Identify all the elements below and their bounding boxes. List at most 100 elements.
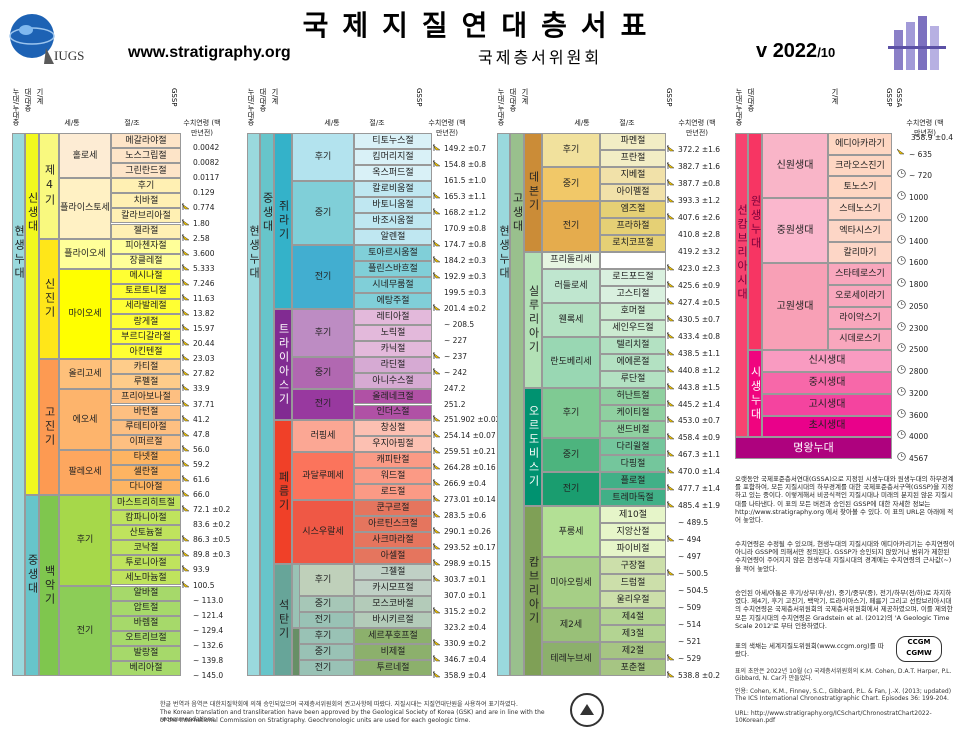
era-label: 고생대 <box>511 192 524 234</box>
gssp-icon <box>433 191 441 199</box>
stage-cell: 투로니아절 <box>111 555 181 571</box>
stage-cell: 제3절 <box>600 625 666 643</box>
age-label: 27.82 <box>193 369 215 379</box>
age-label: ~ 497 <box>678 552 701 562</box>
age-label: 154.8 ±0.8 <box>444 159 487 169</box>
era-cell <box>510 133 524 676</box>
gssp-icon <box>667 382 675 390</box>
series-cell: 중기 <box>542 438 600 473</box>
gssa-clock-icon <box>897 452 906 461</box>
stage-cell: 로드절 <box>354 484 432 501</box>
eon-label: 시생누대 <box>749 365 762 422</box>
credit-citation: 인용: Cohen, K.M., Finney, S.C., Gibbard, … <box>735 688 952 702</box>
eon-cell <box>247 133 260 676</box>
age-label: 89.8 ±0.3 <box>193 550 231 560</box>
series-cell: 중기 <box>292 644 354 661</box>
stage-cell: 에에론절 <box>600 353 666 371</box>
gssp-icon <box>667 280 675 288</box>
age-label: 467.3 ±1.1 <box>678 450 721 460</box>
age-label: 323.2 ±0.4 <box>444 623 487 633</box>
series-cell: 푸룽세 <box>542 506 600 558</box>
stage-cell: 사크마라절 <box>354 532 432 549</box>
period-label: 고진기 <box>43 406 56 449</box>
footer-korean: 한글 번역과 음역은 대한지질학회에 의해 승인되었으며 국제층서위원회의 권고… <box>160 701 518 708</box>
gssa-clock-icon <box>897 365 906 374</box>
stage-cell: 메갈라야절 <box>111 133 181 149</box>
stage-cell: 피아첸자절 <box>111 238 181 254</box>
gssp-icon <box>182 278 190 286</box>
credit-url[interactable]: URL: http://www.stratigraphy.org/ICSchar… <box>735 710 932 724</box>
subperiod-cell <box>292 564 300 629</box>
series-cell: 플라이오세 <box>59 238 111 269</box>
stage-cell: 후기 <box>111 178 181 194</box>
age-label: 161.5 ±1.0 <box>444 175 487 185</box>
stage-cell: 킴머리지절 <box>354 148 432 165</box>
stage-cell: 다핑절 <box>600 455 666 473</box>
stage-cell: 이퍼르절 <box>111 434 181 450</box>
gssa-clock-icon <box>897 191 906 200</box>
series-cell: 에오세 <box>59 389 111 450</box>
age-label: ~ 494 <box>678 535 701 545</box>
era-cell: 중원생대 <box>762 198 828 264</box>
era-cell: 고원생대 <box>762 263 828 351</box>
gssp-icon <box>667 161 675 169</box>
age-label: 438.5 ±1.1 <box>678 348 721 358</box>
age-label: 37.71 <box>193 399 215 409</box>
column-header: 수치연령 (백만년전) <box>428 119 466 137</box>
gssp-icon <box>667 331 675 339</box>
age-label: ~ 514 <box>678 620 701 630</box>
gssp-icon <box>433 415 441 423</box>
age-label: 453.0 ±0.7 <box>678 416 721 426</box>
footer-english-1: The Korean translation and transliterati… <box>160 709 545 723</box>
stage-cell: 모스코바절 <box>354 596 432 613</box>
period-cell <box>39 495 59 676</box>
stage-cell: 포춘절 <box>600 659 666 676</box>
stage-cell: 파멘절 <box>600 133 666 150</box>
stage-cell: 티토누스절 <box>354 133 432 149</box>
age-label: ~ 529 <box>678 654 701 664</box>
gssp-icon <box>433 463 441 471</box>
age-label: 307.0 ±0.1 <box>444 591 487 601</box>
gssp-icon <box>667 654 675 662</box>
stage-cell: 샌드비절 <box>600 421 666 439</box>
gssp-icon <box>667 212 675 220</box>
age-label: 93.9 <box>193 565 210 575</box>
stage-cell: 그린란드절 <box>111 163 181 179</box>
era-cell <box>260 133 274 676</box>
stage-cell: 메시나절 <box>111 268 181 284</box>
gssp-icon <box>667 501 675 509</box>
age-label: 1400 <box>909 236 929 246</box>
column-header: GSSP <box>415 88 423 107</box>
period-cell: 시데로스기 <box>828 328 892 351</box>
stage-cell: 바토니움절 <box>354 196 432 213</box>
era-label: 중생대 <box>26 554 39 596</box>
stage-cell: 카티절 <box>111 359 181 375</box>
period-label: 오르도비스기 <box>527 404 540 489</box>
eon-cell <box>735 133 748 438</box>
series-cell: 중기 <box>292 180 354 245</box>
era-cell <box>25 133 39 495</box>
age-label: 2300 <box>909 323 929 333</box>
column-header: GSSP <box>170 88 178 107</box>
age-label: 47.8 <box>193 429 210 439</box>
website-url[interactable]: www.stratigraphy.org <box>128 44 291 61</box>
stage-cell: 구장절 <box>600 557 666 575</box>
series-cell: 프리돌리세 <box>542 251 600 269</box>
stage-cell: 파이비절 <box>600 540 666 558</box>
period-cell: 오로세이라기 <box>828 285 892 307</box>
gssa-clock-icon <box>897 343 906 352</box>
stage-cell: 오트리브절 <box>111 630 181 646</box>
column-header: 기/계 <box>831 88 839 105</box>
series-cell: 중기 <box>542 166 600 201</box>
stage-cell: 루테티아절 <box>111 419 181 435</box>
age-label: 259.51 ±0.21 <box>444 447 496 457</box>
series-cell: 전기 <box>292 388 354 421</box>
period-cell: 엑타시스기 <box>828 219 892 242</box>
gssp-icon <box>667 195 675 203</box>
column-header: 기/계 <box>271 88 279 105</box>
era-cell <box>25 495 39 676</box>
gssp-icon <box>433 527 441 535</box>
gssp-icon <box>182 580 190 588</box>
age-label: ~ 489.5 <box>678 518 709 528</box>
age-label: 3600 <box>909 410 929 420</box>
